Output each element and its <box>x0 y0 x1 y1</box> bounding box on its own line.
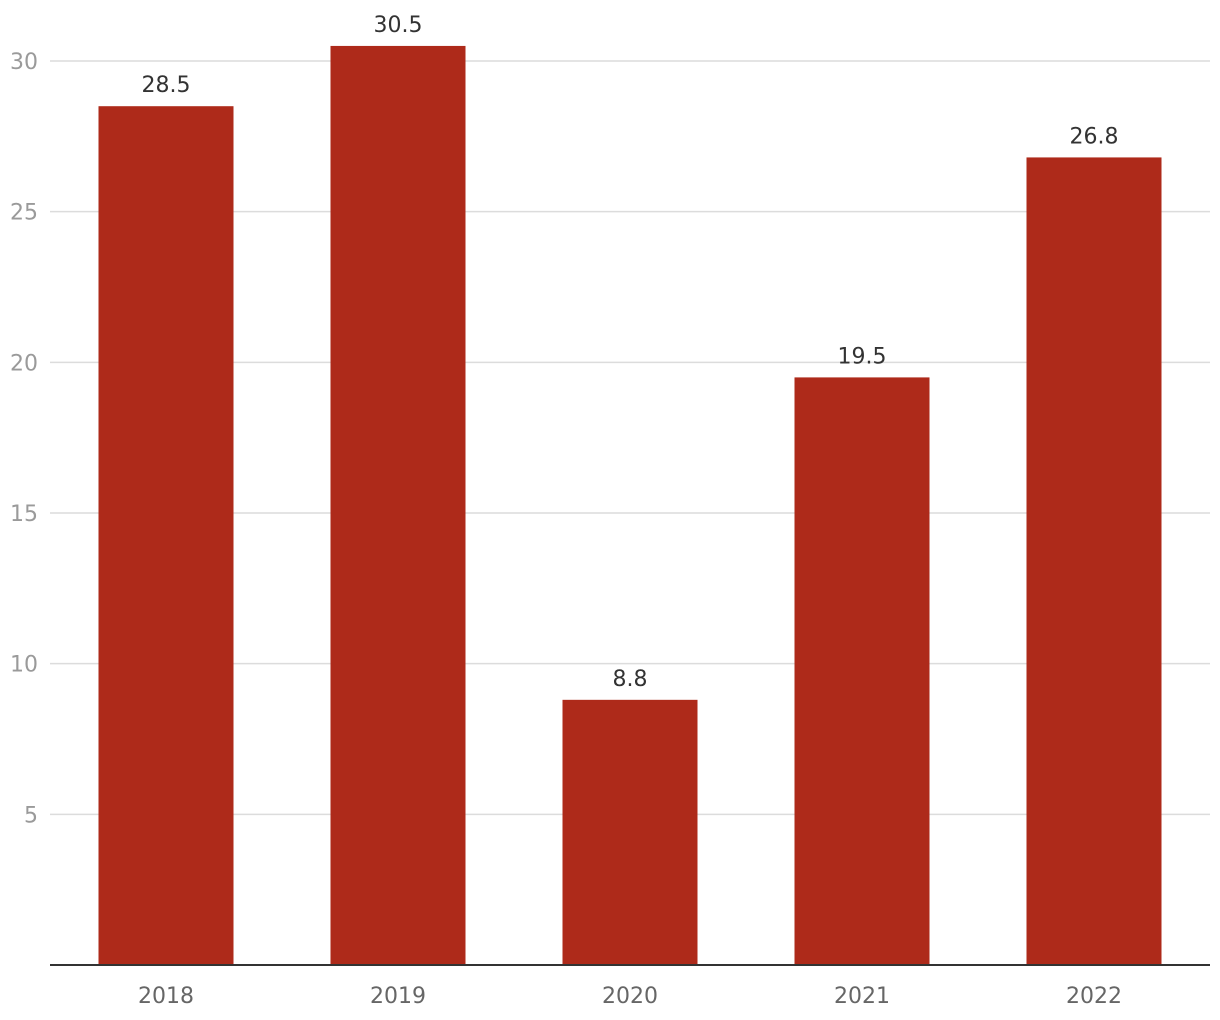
data-label-2020: 8.8 <box>613 667 648 692</box>
bar-2018 <box>98 106 234 965</box>
bar-2020 <box>562 699 698 965</box>
bar-2022 <box>1026 157 1162 966</box>
data-label-2022: 26.8 <box>1070 124 1119 149</box>
y-tick-label: 30 <box>10 50 38 75</box>
x-axis-tick-labels: 2018 2019 2020 2021 2022 <box>138 984 1122 1009</box>
x-tick-label-2020: 2020 <box>602 984 658 1009</box>
data-label-2018: 28.5 <box>142 73 191 98</box>
x-tick-label-2019: 2019 <box>370 984 426 1009</box>
data-label-2019: 30.5 <box>374 13 423 38</box>
x-tick-label-2021: 2021 <box>834 984 890 1009</box>
y-tick-label: 20 <box>10 351 38 376</box>
data-labels: 28.5 30.5 8.8 19.5 26.8 <box>142 13 1119 692</box>
y-axis-tick-labels: 5 10 15 20 25 30 <box>10 50 38 828</box>
x-tick-label-2022: 2022 <box>1066 984 1122 1009</box>
gridlines <box>50 60 1210 816</box>
bar-2021 <box>794 377 930 965</box>
y-tick-label: 15 <box>10 502 38 527</box>
data-label-2021: 19.5 <box>838 344 887 369</box>
y-tick-label: 10 <box>10 653 38 678</box>
x-tick-label-2018: 2018 <box>138 984 194 1009</box>
bar-2019 <box>330 45 466 965</box>
y-tick-label: 5 <box>24 803 38 828</box>
bars <box>98 45 1162 966</box>
y-tick-label: 25 <box>10 201 38 226</box>
